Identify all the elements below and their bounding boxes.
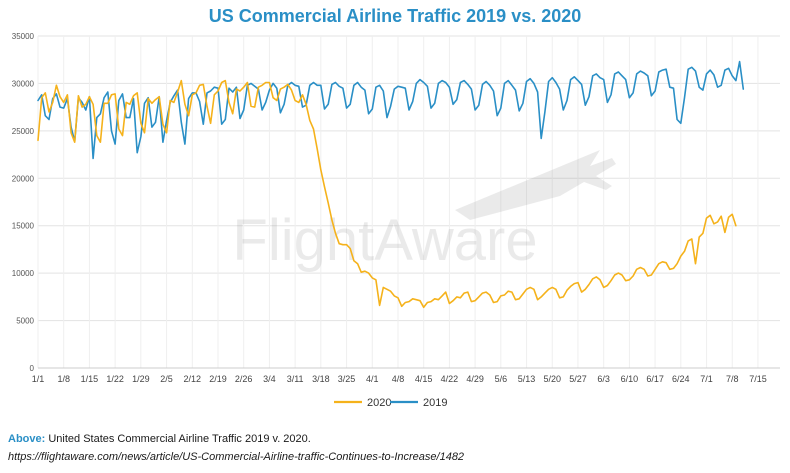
x-tick-label: 5/13 [518,374,536,384]
x-tick-label: 2/19 [209,374,227,384]
x-tick-label: 1/1 [32,374,45,384]
legend: 2020 2019 [334,397,447,409]
legend-label-2019: 2019 [423,397,447,409]
x-tick-label: 1/8 [57,374,70,384]
series-line-2020 [37,79,737,309]
chart-title: US Commercial Airline Traffic 2019 vs. 2… [208,6,582,26]
x-tick-label: 3/25 [338,374,356,384]
x-tick-label: 4/15 [415,374,433,384]
flightaware-watermark: FlightAware [232,150,616,273]
axes: 0 5000 10000 15000 20000 25000 30000 35000 1/1 1/… [12,32,780,384]
x-tick-label: 7/8 [726,374,739,384]
y-tick-label: 25000 [12,127,35,136]
series-lines [37,60,745,309]
x-tick-label: 2/26 [235,374,253,384]
caption-text: United States Commercial Airline Traffic… [45,433,311,445]
watermark-text: FlightAware [232,208,537,273]
caption-source-url[interactable]: https://flightaware.com/news/article/US-… [8,451,465,463]
x-tick-label: 1/29 [132,374,150,384]
x-tick-label: 4/29 [466,374,484,384]
x-tick-label: 5/27 [569,374,587,384]
x-tick-label: 5/20 [543,374,561,384]
x-tick-label: 1/15 [81,374,99,384]
x-tick-label: 1/22 [106,374,124,384]
x-tick-label: 4/8 [392,374,405,384]
y-tick-label: 0 [30,364,35,373]
caption: Above: United States Commercial Airline … [8,433,311,445]
x-tick-label: 6/24 [672,374,690,384]
x-tick-label: 3/4 [263,374,276,384]
x-tick-label: 7/15 [749,374,767,384]
x-tick-label: 5/6 [495,374,508,384]
caption-label: Above: [8,433,46,445]
y-tick-label: 20000 [12,174,35,183]
x-tick-label: 2/12 [184,374,202,384]
x-tick-label: 2/5 [160,374,173,384]
x-tick-label: 4/22 [441,374,459,384]
x-tick-label: 7/1 [700,374,713,384]
y-tick-label: 5000 [16,317,34,326]
line-chart: FlightAware 0 5000 10000 15000 20000 25000 300… [12,32,780,409]
y-tick-label: 30000 [12,79,35,88]
x-tick-label: 6/3 [597,374,610,384]
airplane-icon [455,150,616,220]
x-tick-label: 6/17 [646,374,664,384]
y-tick-label: 15000 [12,222,35,231]
x-tick-label: 4/1 [366,374,379,384]
x-tick-label: 3/18 [312,374,330,384]
x-tick-label: 6/10 [621,374,639,384]
series-line-2019 [37,60,745,160]
legend-label-2020: 2020 [367,397,391,409]
gridlines [37,35,780,369]
y-tick-label: 35000 [12,32,35,41]
y-tick-label: 10000 [12,269,35,278]
x-tick-label: 3/11 [287,374,304,384]
